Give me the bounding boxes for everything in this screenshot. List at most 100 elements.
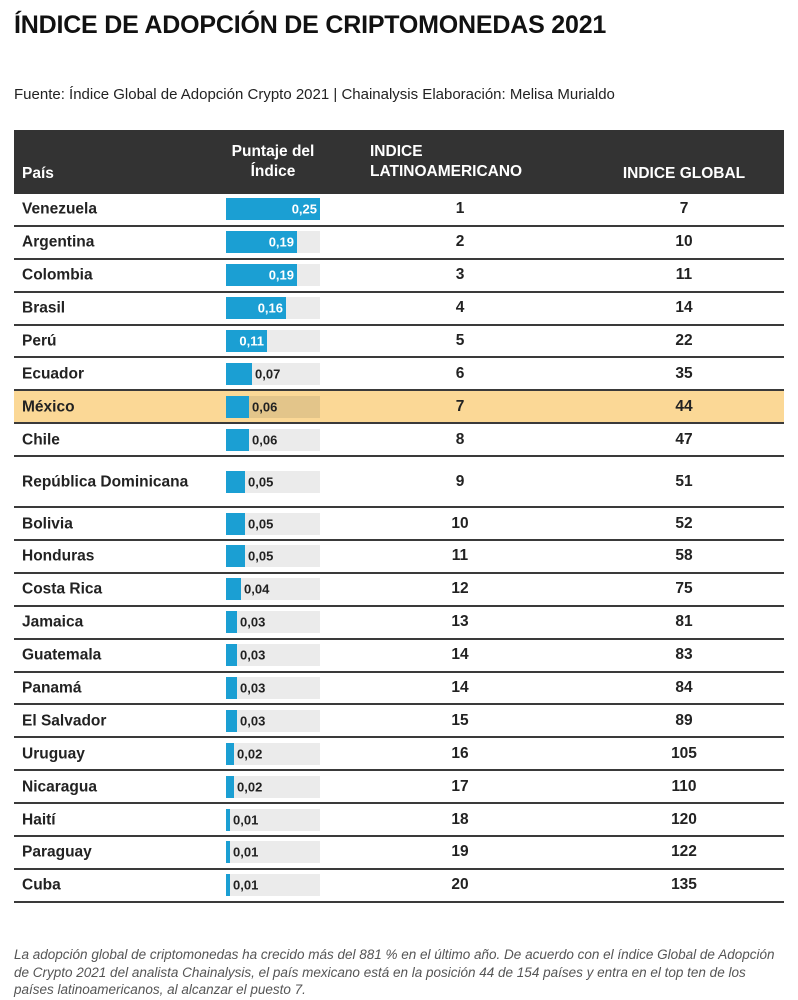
table-header: País Puntaje del Índice INDICE LATINOAME… xyxy=(14,130,784,194)
country-name: Brasil xyxy=(22,299,66,317)
country-name: El Salvador xyxy=(22,712,107,730)
latam-index: 14 xyxy=(451,679,469,697)
global-index: 35 xyxy=(675,364,693,382)
score-label: 0,03 xyxy=(240,647,266,663)
table-row: Brasil 0,16 4 14 xyxy=(14,293,784,326)
table-row: Uruguay 0,02 16 105 xyxy=(14,738,784,772)
global-index: 120 xyxy=(671,810,697,828)
global-index: 52 xyxy=(675,514,693,532)
table-row: Jamaica 0,03 13 81 xyxy=(14,607,784,640)
country-name: Panamá xyxy=(22,679,82,697)
latam-index: 14 xyxy=(451,646,469,664)
country-name: Uruguay xyxy=(22,745,85,763)
global-index: 75 xyxy=(675,580,693,598)
score-bar-track: 0,03 xyxy=(226,677,320,700)
latam-index: 5 xyxy=(455,332,465,349)
score-bar xyxy=(226,330,267,352)
global-index: 14 xyxy=(675,299,693,317)
country-name: Nicaragua xyxy=(22,778,97,796)
score-bar-track: 0,02 xyxy=(226,775,320,798)
score-bar xyxy=(226,808,230,831)
score-bar-track: 0,19 xyxy=(226,264,320,287)
table-body: Venezuela 0,25 1 7 Argentina 0,19 2 10 Colombia 0… xyxy=(14,194,784,903)
score-label: 0,04 xyxy=(244,581,270,597)
latam-index: 15 xyxy=(451,711,469,729)
score-bar xyxy=(226,297,286,320)
latam-index: 9 xyxy=(455,472,465,490)
score-bar xyxy=(226,742,234,765)
score-label: 0,16 xyxy=(257,300,283,316)
country-name: República Dominicana xyxy=(22,473,189,491)
table-row: Colombia 0,19 3 11 xyxy=(14,260,784,293)
header-global-index: INDICE GLOBAL xyxy=(622,165,746,182)
score-bar xyxy=(226,874,230,897)
score-bar-track: 0,01 xyxy=(226,808,320,831)
score-bar-track: 0,03 xyxy=(226,709,320,732)
score-bar xyxy=(226,512,245,535)
score-label: 0,02 xyxy=(237,779,263,795)
score-label: 0,01 xyxy=(233,877,259,893)
country-name: Cuba xyxy=(22,876,61,894)
country-name: Venezuela xyxy=(22,200,97,218)
score-bar xyxy=(226,841,230,864)
latam-index: 6 xyxy=(455,364,465,382)
score-bar-track: 0,05 xyxy=(226,512,320,535)
country-name: Guatemala xyxy=(22,646,102,664)
table-row: México 0,06 7 44 xyxy=(14,391,784,425)
table-row: Paraguay 0,01 19 122 xyxy=(14,837,784,870)
score-bar-track: 0,16 xyxy=(226,297,320,320)
country-name: Honduras xyxy=(22,547,95,565)
score-bar xyxy=(226,198,320,221)
score-bar-track: 0,25 xyxy=(226,198,320,221)
adoption-table: País Puntaje del Índice INDICE LATINOAME… xyxy=(14,130,784,903)
latam-index: 7 xyxy=(455,397,465,415)
score-label: 0,07 xyxy=(255,366,281,382)
latam-index: 13 xyxy=(451,613,469,631)
table-row: Costa Rica 0,04 12 75 xyxy=(14,574,784,607)
latam-index: 8 xyxy=(455,430,465,448)
global-index: 84 xyxy=(675,679,693,697)
score-label: 0,05 xyxy=(248,474,274,490)
score-bar-track: 0,05 xyxy=(226,470,320,493)
latam-index: 20 xyxy=(451,876,469,894)
global-index: 51 xyxy=(675,472,693,490)
score-bar-track: 0,03 xyxy=(226,644,320,667)
global-index: 81 xyxy=(675,613,693,631)
global-index: 7 xyxy=(679,200,689,218)
table-row: El Salvador 0,03 15 89 xyxy=(14,705,784,739)
score-bar-track: 0,03 xyxy=(226,611,320,634)
global-index: 83 xyxy=(675,646,693,664)
country-name: Jamaica xyxy=(22,613,84,631)
score-label: 0,19 xyxy=(268,234,294,250)
country-name: Argentina xyxy=(22,233,95,251)
score-bar-track: 0,04 xyxy=(226,578,320,601)
latam-index: 2 xyxy=(455,233,465,251)
table-row: República Dominicana 0,05 9 51 xyxy=(14,457,784,509)
score-bar xyxy=(226,677,237,700)
score-bar xyxy=(226,231,297,254)
score-label: 0,02 xyxy=(237,746,263,762)
global-index: 122 xyxy=(671,843,697,861)
chart-title: ÍNDICE DE ADOPCIÓN DE CRIPTOMONEDAS 2021 xyxy=(14,11,607,39)
latam-index: 19 xyxy=(451,843,469,861)
chart-subtitle: Fuente: Índice Global de Adopción Crypto… xyxy=(14,86,615,103)
latam-index: 3 xyxy=(455,266,465,284)
score-label: 0,03 xyxy=(240,680,266,696)
score-bar xyxy=(226,264,297,287)
latam-index: 17 xyxy=(451,777,469,795)
score-bar xyxy=(226,395,249,418)
score-label: 0,01 xyxy=(233,812,259,828)
score-bar xyxy=(226,545,245,568)
header-latam-index: INDICE LATINOAMERICANO xyxy=(370,143,523,180)
score-bar-track: 0,06 xyxy=(226,428,320,451)
header-country: País xyxy=(22,165,54,182)
score-bar xyxy=(226,611,237,634)
table-row: Panamá 0,03 14 84 xyxy=(14,673,784,706)
score-label: 0,06 xyxy=(252,399,278,415)
country-name: Costa Rica xyxy=(22,580,103,598)
score-bar xyxy=(226,775,234,798)
footnote: La adopción global de criptomonedas ha c… xyxy=(14,947,775,997)
table-row: Honduras 0,05 11 58 xyxy=(14,541,784,574)
score-label: 0,03 xyxy=(240,713,266,729)
score-bar-track: 0,06 xyxy=(226,395,320,418)
